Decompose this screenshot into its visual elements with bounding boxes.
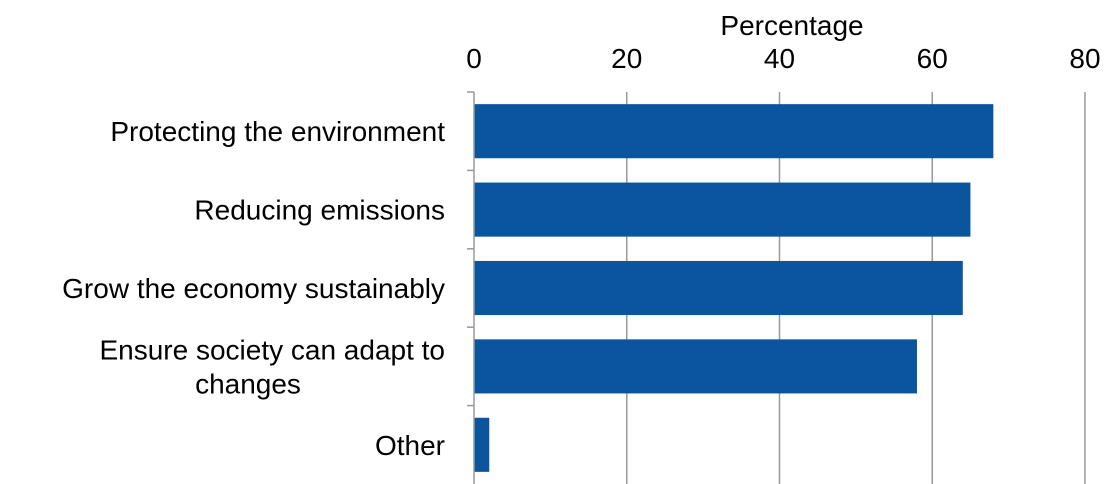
x-tick-label: 80: [1069, 43, 1100, 74]
bar: [474, 104, 994, 159]
category-label: Reducing emissions: [194, 195, 445, 226]
category-label: Protecting the environment: [110, 116, 445, 147]
x-axis-ticks: 0 20 40 60 80: [466, 43, 1100, 74]
bar: [474, 417, 490, 472]
x-tick-label: 20: [611, 43, 642, 74]
category-label: Grow the economy sustainably: [62, 273, 445, 304]
x-tick-label: 60: [917, 43, 948, 74]
x-axis-title: Percentage: [720, 10, 863, 41]
category-label: Other: [375, 430, 445, 461]
category-labels: Protecting the environment Reducing emiss…: [62, 116, 445, 461]
x-tick-label: 40: [764, 43, 795, 74]
bar: [474, 182, 971, 237]
category-label: Ensure society can adapt to changes: [99, 334, 445, 399]
y-axis: [467, 91, 475, 484]
category-label-line: changes: [195, 368, 301, 399]
bars: [474, 104, 994, 472]
category-label-line: Ensure society can adapt to: [99, 334, 445, 365]
x-tick-label: 0: [466, 43, 482, 74]
bar: [474, 339, 917, 394]
bar: [474, 260, 963, 316]
